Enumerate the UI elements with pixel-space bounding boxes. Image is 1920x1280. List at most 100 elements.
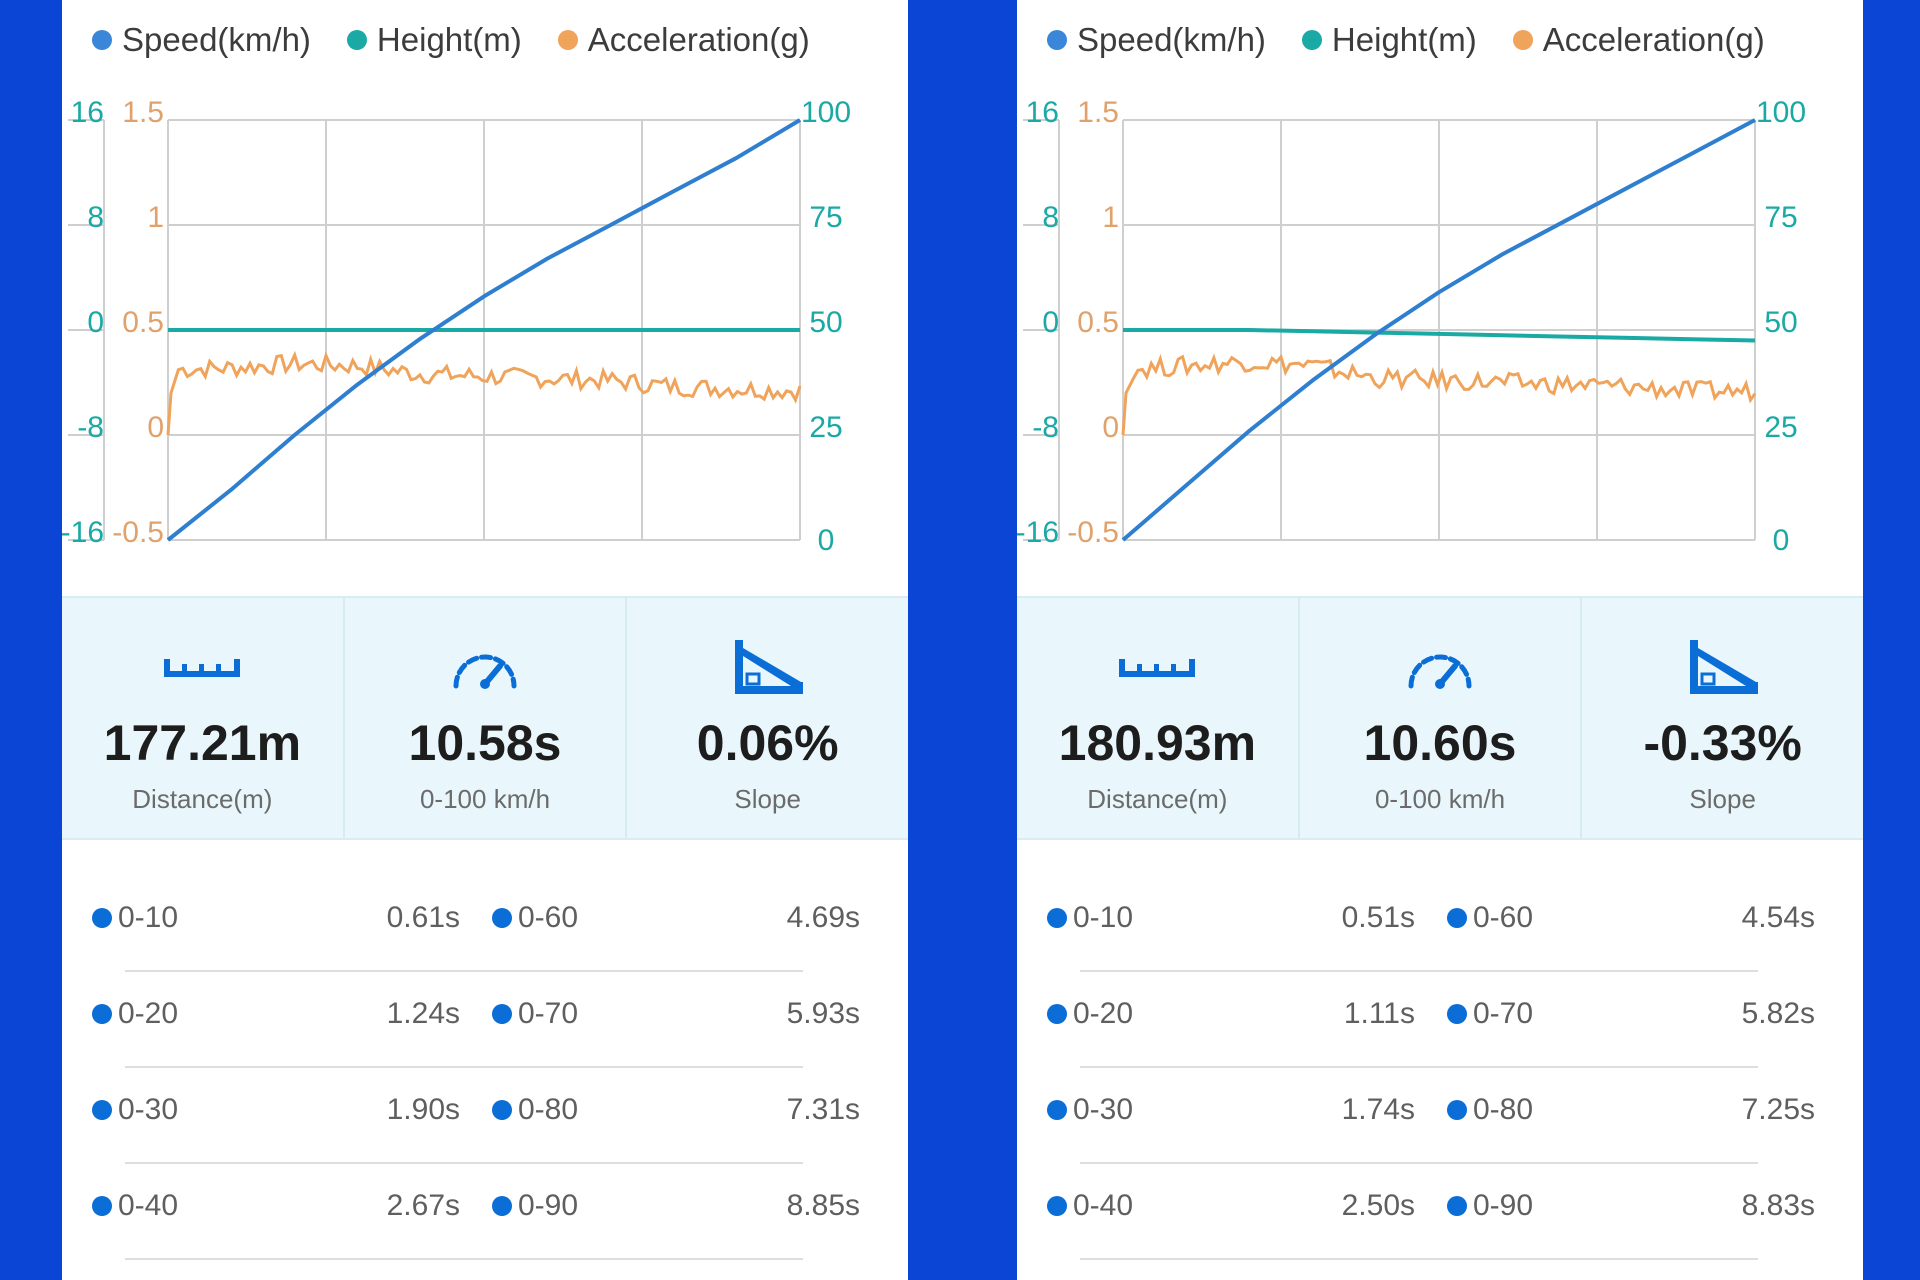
legend-label: Acceleration(g)	[587, 21, 810, 58]
split-label: 0-30	[1047, 1088, 1133, 1132]
bullet-dot-icon	[492, 1004, 512, 1024]
height-tick-label: 8	[1042, 201, 1059, 234]
split-time: 7.25s	[1741, 1093, 1815, 1126]
split-row: 0-10 0.51s 0-60 4.54s	[1017, 876, 1863, 972]
row-divider	[125, 1162, 803, 1164]
height-tick-label: 0	[87, 306, 104, 339]
row-divider	[125, 1066, 803, 1068]
split-time: 4.54s	[1741, 901, 1815, 934]
acceleration-tick-label: 1.5	[1077, 96, 1119, 129]
stats-bar: 177.21m Distance(m) 10.58s 0-100 km/h	[62, 596, 908, 840]
split-row: 0-40 2.67s 0-90 8.85s	[62, 1164, 908, 1260]
bullet-dot-icon	[1047, 1196, 1067, 1216]
slope-icon	[1686, 622, 1760, 712]
slope-label: Slope	[1689, 784, 1756, 814]
distance-stat: 180.93m Distance(m)	[1017, 598, 1298, 838]
bullet-dot-icon	[1047, 1004, 1067, 1024]
height-tick-label: -16	[62, 516, 104, 549]
split-label: 0-60	[1447, 896, 1533, 940]
speed-tick-label: 50	[1764, 306, 1797, 339]
row-divider	[1080, 970, 1758, 972]
result-panel-2: Speed(km/h) Height(m) Acceleration(g) 16 8 0…	[1017, 0, 1863, 1280]
speedometer-icon	[1405, 622, 1475, 712]
split-time: 1.90s	[386, 1093, 460, 1126]
time-label: 0-100 km/h	[419, 784, 551, 814]
distance-value: 180.93m	[1058, 715, 1257, 771]
bullet-dot-icon	[492, 908, 512, 928]
split-time: 8.85s	[786, 1189, 860, 1222]
speed-series-line	[1121, 118, 1756, 542]
split-times-list: 0-10 0.51s 0-60 4.54s 0-20 1.11s 0-70 5.82s 0-30…	[1017, 876, 1863, 1260]
time-stat: 10.60s 0-100 km/h	[1297, 598, 1581, 838]
speed-tick-label: 0	[818, 524, 835, 557]
acceleration-tick-label: -0.5	[112, 516, 164, 549]
split-label: 0-10	[92, 896, 178, 940]
acceleration-tick-label: 1	[147, 201, 164, 234]
split-label: 0-80	[1447, 1088, 1533, 1132]
acceleration-tick-label: 0	[147, 411, 164, 444]
slope-value: -0.33%	[1643, 715, 1802, 771]
split-time: 0.51s	[1341, 901, 1415, 934]
bullet-dot-icon	[92, 908, 112, 928]
time-value: 10.58s	[408, 715, 562, 771]
row-divider	[1080, 1258, 1758, 1260]
acceleration-tick-label: -0.5	[1067, 516, 1119, 549]
split-time: 5.82s	[1741, 997, 1815, 1030]
split-row: 0-30 1.74s 0-80 7.25s	[1017, 1068, 1863, 1164]
ruler-icon	[1117, 622, 1197, 712]
legend-item[interactable]: Acceleration(g)	[557, 21, 810, 59]
legend-item[interactable]: Acceleration(g)	[1512, 21, 1765, 59]
bullet-dot-icon	[92, 1196, 112, 1216]
split-time: 1.74s	[1341, 1093, 1415, 1126]
legend-dot-icon	[1047, 30, 1067, 50]
row-divider	[125, 1258, 803, 1260]
legend-item[interactable]: Height(m)	[346, 21, 522, 59]
acceleration-series-line	[166, 350, 802, 436]
split-time: 1.24s	[386, 997, 460, 1030]
legend-dot-icon	[557, 30, 578, 50]
split-label: 0-70	[1447, 992, 1533, 1036]
distance-value: 177.21m	[103, 715, 302, 771]
split-label: 0-30	[92, 1088, 178, 1132]
legend-label: Height(m)	[1331, 21, 1477, 58]
legend-item[interactable]: Speed(km/h)	[92, 21, 311, 59]
legend-item[interactable]: Speed(km/h)	[1047, 21, 1266, 59]
speed-chart: 16 8 0 -8 -16 1.5 1 0.5 0 -0.5 100 75 50 25 0	[1017, 96, 1806, 557]
legend-dot-icon	[1512, 30, 1533, 50]
bullet-dot-icon	[1047, 908, 1067, 928]
speed-tick-label: 25	[809, 411, 842, 444]
time-value: 10.60s	[1363, 715, 1517, 771]
chart-legend: Speed(km/h) Height(m) Acceleration(g)	[92, 18, 846, 62]
split-times-list: 0-10 0.61s 0-60 4.69s 0-20 1.24s 0-70 5.93s 0-30…	[62, 876, 908, 1260]
split-row: 0-30 1.90s 0-80 7.31s	[62, 1068, 908, 1164]
split-time: 4.69s	[786, 901, 860, 934]
split-time: 0.61s	[386, 901, 460, 934]
speed-tick-label: 100	[1756, 96, 1806, 129]
speed-tick-label: 100	[801, 96, 851, 129]
bullet-dot-icon	[1047, 1100, 1067, 1120]
distance-label: Distance(m)	[1087, 784, 1228, 814]
acceleration-tick-label: 0.5	[1077, 306, 1119, 339]
legend-dot-icon	[92, 30, 112, 50]
bullet-dot-icon	[492, 1100, 512, 1120]
speed-tick-label: 75	[1764, 201, 1797, 234]
height-tick-label: 8	[87, 201, 104, 234]
split-label: 0-40	[1047, 1184, 1133, 1228]
split-label: 0-90	[492, 1184, 578, 1228]
time-label: 0-100 km/h	[1374, 784, 1506, 814]
split-label: 0-20	[92, 992, 178, 1036]
split-row: 0-40 2.50s 0-90 8.83s	[1017, 1164, 1863, 1260]
legend-dot-icon	[346, 30, 367, 50]
height-tick-label: 16	[1026, 96, 1059, 129]
time-stat: 10.58s 0-100 km/h	[342, 598, 626, 838]
split-label: 0-80	[492, 1088, 578, 1132]
height-tick-label: -8	[77, 411, 104, 444]
split-label: 0-70	[492, 992, 578, 1036]
bullet-dot-icon	[1447, 908, 1467, 928]
split-time: 2.50s	[1341, 1189, 1415, 1222]
slope-stat: -0.33% Slope	[1580, 598, 1863, 838]
speed-tick-label: 0	[1773, 524, 1790, 557]
split-label: 0-90	[1447, 1184, 1533, 1228]
row-divider	[1080, 1162, 1758, 1164]
legend-item[interactable]: Height(m)	[1301, 21, 1477, 59]
